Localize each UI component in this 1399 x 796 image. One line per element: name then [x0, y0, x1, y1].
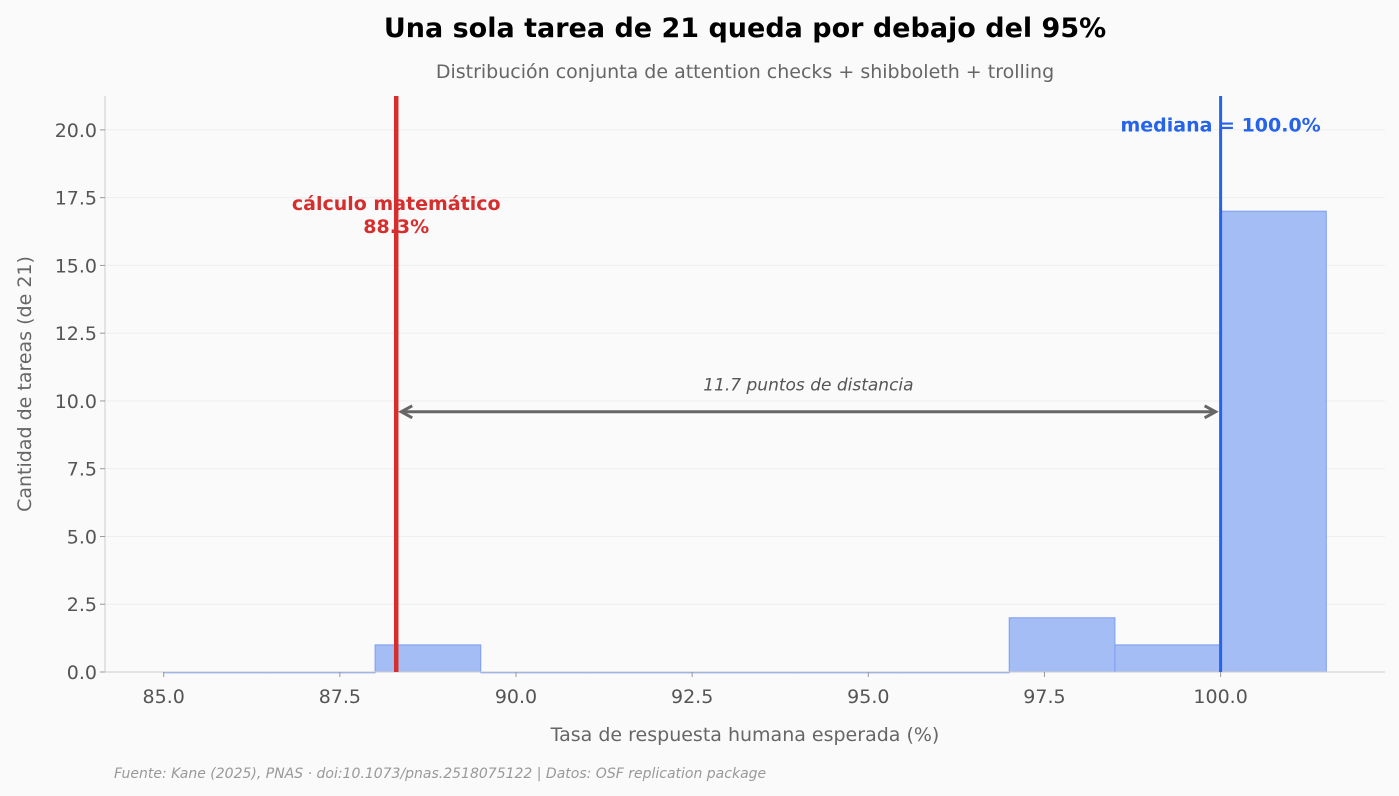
- reference-value-0: 88.3%: [363, 216, 429, 238]
- gridlines: [105, 129, 1385, 605]
- x-tick-label-5: 97.5: [1023, 686, 1065, 708]
- chart-subtitle: Distribución conjunta de attention check…: [436, 61, 1054, 83]
- y-axis-label: Cantidad de tareas (de 21): [14, 256, 36, 512]
- x-tick-label-1: 87.5: [319, 686, 361, 708]
- y-tick-label-5: 12.5: [55, 323, 97, 345]
- x-tick-label-0: 85.0: [143, 686, 185, 708]
- histogram-bar-9: [1114, 644, 1222, 673]
- y-tick-label-4: 10.0: [55, 391, 97, 413]
- source-note: Fuente: Kane (2025), PNAS · doi:10.1073/…: [114, 766, 766, 782]
- distance-annotation-text: 11.7 puntos de distancia: [703, 376, 913, 396]
- chart-title: Una sola tarea de 21 queda por debajo de…: [384, 13, 1106, 44]
- y-tick-label-1: 2.5: [67, 594, 97, 616]
- x-tick-label-2: 90.0: [495, 686, 537, 708]
- distance-arrow-head-left: [398, 404, 413, 420]
- histogram-bar-2: [374, 644, 482, 673]
- histogram-bar-10: [1220, 210, 1327, 673]
- distance-arrow-head-right: [1203, 404, 1219, 420]
- x-ticks: 85.0 87.5 90.0 92.5 95.0 97.5 100.0: [143, 672, 1248, 708]
- y-tick-label-3: 7.5: [67, 459, 97, 481]
- histogram-bars: [163, 210, 1327, 674]
- histogram-bar-8: [1008, 617, 1116, 673]
- x-tick-label-3: 92.5: [671, 686, 713, 708]
- y-tick-label-6: 15.0: [55, 255, 97, 277]
- x-axis-label: Tasa de respuesta humana esperada (%): [550, 724, 940, 746]
- y-tick-label-0: 0.0: [67, 662, 97, 684]
- y-tick-label-8: 20.0: [55, 120, 97, 142]
- x-tick-label-6: 100.0: [1193, 686, 1247, 708]
- reference-label-0: cálculo matemático: [292, 193, 501, 215]
- distance-annotation: 11.7 puntos de distancia: [398, 376, 1219, 420]
- axes: [104, 96, 1385, 673]
- reference-label-1: mediana = 100.0%: [1120, 114, 1320, 136]
- y-ticks: 0.0 2.5 5.0 7.5 10.0 12.5 15.0 17.5 20.0: [55, 120, 105, 684]
- y-tick-label-2: 5.0: [67, 526, 97, 548]
- y-tick-label-7: 17.5: [55, 188, 97, 210]
- x-tick-label-4: 95.0: [847, 686, 889, 708]
